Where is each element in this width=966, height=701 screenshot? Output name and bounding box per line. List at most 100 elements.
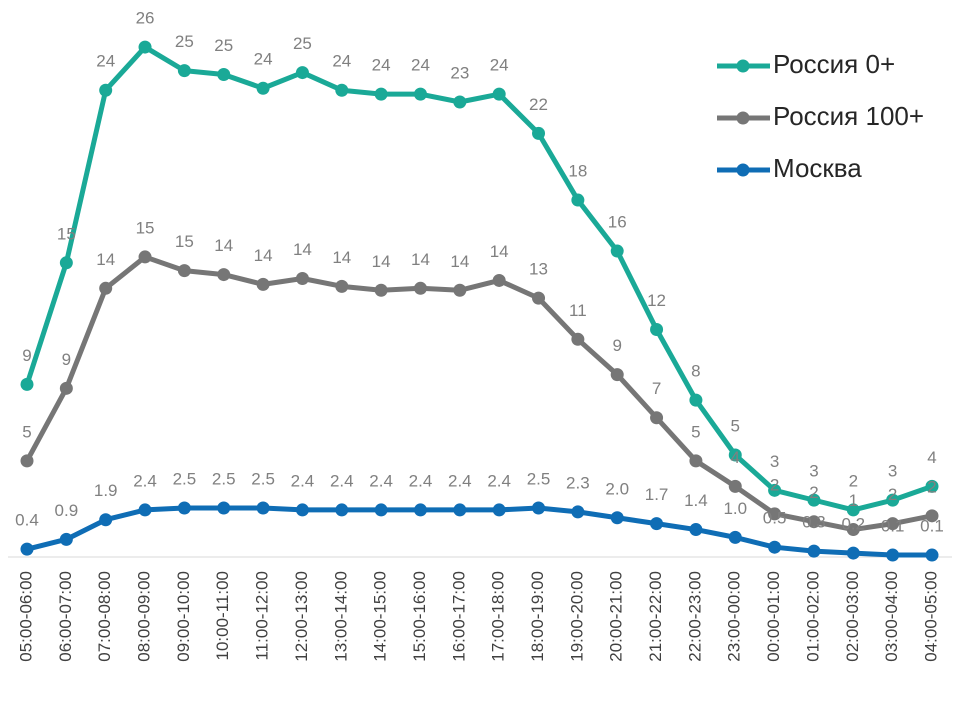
value-label: 14 — [332, 248, 351, 267]
value-label: 2.5 — [173, 469, 197, 488]
point — [374, 283, 388, 297]
value-label: 14 — [293, 240, 312, 259]
point — [295, 66, 309, 80]
value-label: 2.4 — [409, 471, 433, 490]
value-label: 1.9 — [94, 481, 118, 500]
point — [728, 448, 742, 462]
point — [610, 511, 624, 525]
x-tick-label: 12:00-13:00 — [292, 571, 311, 662]
point — [413, 503, 427, 517]
value-label: 4 — [927, 448, 936, 467]
value-label: 14 — [372, 252, 391, 271]
value-label: 15 — [57, 224, 76, 243]
point — [256, 277, 270, 291]
value-label: 15 — [175, 232, 194, 251]
value-label: 14 — [96, 250, 115, 269]
point — [453, 283, 467, 297]
point — [374, 503, 388, 517]
point — [768, 540, 782, 554]
legend-label: Россия 100+ — [773, 101, 924, 131]
value-label: 0.5 — [763, 509, 787, 528]
value-label: 3 — [770, 452, 779, 471]
x-tick-label: 08:00-09:00 — [135, 571, 154, 662]
point — [492, 273, 506, 287]
point — [925, 479, 939, 493]
point — [335, 279, 349, 293]
value-label: 24 — [254, 50, 273, 69]
x-tick-label: 16:00-17:00 — [449, 571, 468, 662]
value-label: 4 — [731, 448, 740, 467]
x-tick-label: 18:00-19:00 — [528, 571, 547, 662]
point — [99, 83, 113, 97]
series-line — [24, 254, 933, 533]
value-label: 2.4 — [330, 471, 354, 490]
x-tick-label: 10:00-11:00 — [213, 571, 232, 660]
value-label: 24 — [332, 52, 351, 71]
value-label: 1 — [849, 491, 858, 510]
legend-marker — [736, 59, 750, 73]
point — [138, 40, 152, 54]
value-label: 7 — [652, 379, 661, 398]
point — [335, 83, 349, 97]
value-label: 24 — [490, 56, 509, 75]
x-tick-label: 20:00-21:00 — [607, 571, 626, 662]
value-label: 1.4 — [684, 491, 708, 510]
value-label: 14 — [411, 250, 430, 269]
x-tick-label: 07:00-08:00 — [95, 571, 114, 662]
value-label: 16 — [608, 213, 627, 232]
value-label: 3 — [809, 462, 818, 481]
point — [650, 322, 664, 336]
x-tick-label: 15:00-16:00 — [410, 571, 429, 662]
value-label: 12 — [647, 291, 666, 310]
x-tick-label: 09:00-10:00 — [174, 571, 193, 662]
value-label: 9 — [22, 346, 31, 365]
value-label: 14 — [254, 246, 273, 265]
point — [492, 87, 506, 101]
point — [295, 272, 309, 285]
value-label: 9 — [612, 336, 621, 355]
point — [728, 479, 742, 493]
x-tick-label: 13:00-14:00 — [331, 571, 350, 662]
point — [886, 548, 900, 562]
x-tick-label: 04:00-05:00 — [921, 571, 940, 662]
point — [20, 454, 34, 468]
point — [413, 281, 427, 295]
value-label: 0.4 — [15, 511, 39, 530]
value-label: 3 — [888, 462, 897, 481]
value-label: 9 — [62, 350, 71, 369]
x-tick-label: 03:00-04:00 — [882, 571, 901, 662]
value-label: 2.5 — [212, 469, 236, 488]
point — [807, 493, 821, 507]
x-tick-label: 11:00-12:00 — [253, 571, 272, 660]
legend-marker — [736, 163, 750, 177]
value-label: 22 — [529, 95, 548, 114]
point — [59, 256, 73, 270]
point — [689, 454, 703, 468]
point — [768, 507, 782, 521]
point — [886, 493, 900, 507]
value-label: 24 — [96, 52, 115, 71]
x-tick-label: 19:00-20:00 — [567, 571, 586, 662]
point — [807, 544, 821, 558]
value-label: 2.4 — [487, 471, 511, 490]
value-label: 2 — [888, 485, 897, 504]
value-label: 2.4 — [133, 471, 157, 490]
value-label: 2.4 — [448, 471, 472, 490]
point — [177, 501, 191, 515]
series-line — [26, 505, 932, 558]
point — [571, 193, 585, 207]
x-tick-label: 06:00-07:00 — [56, 571, 75, 662]
point — [453, 95, 467, 109]
point — [532, 291, 546, 305]
point — [177, 264, 191, 278]
value-label: 15 — [136, 218, 155, 237]
x-tick-label: 21:00-22:00 — [646, 571, 665, 662]
point — [99, 513, 113, 527]
value-label: 13 — [529, 260, 548, 279]
point — [20, 377, 34, 391]
value-label: 2.3 — [566, 473, 590, 492]
legend-label: Москва — [773, 153, 862, 183]
value-label: 24 — [411, 56, 430, 75]
point — [532, 126, 546, 140]
